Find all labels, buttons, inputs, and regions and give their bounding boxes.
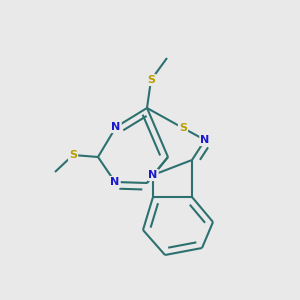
Text: S: S	[147, 75, 155, 85]
Text: S: S	[179, 123, 187, 133]
Text: S: S	[69, 150, 77, 160]
Text: N: N	[148, 170, 158, 180]
Text: N: N	[110, 177, 120, 187]
Text: N: N	[200, 135, 210, 145]
Text: N: N	[111, 122, 121, 132]
